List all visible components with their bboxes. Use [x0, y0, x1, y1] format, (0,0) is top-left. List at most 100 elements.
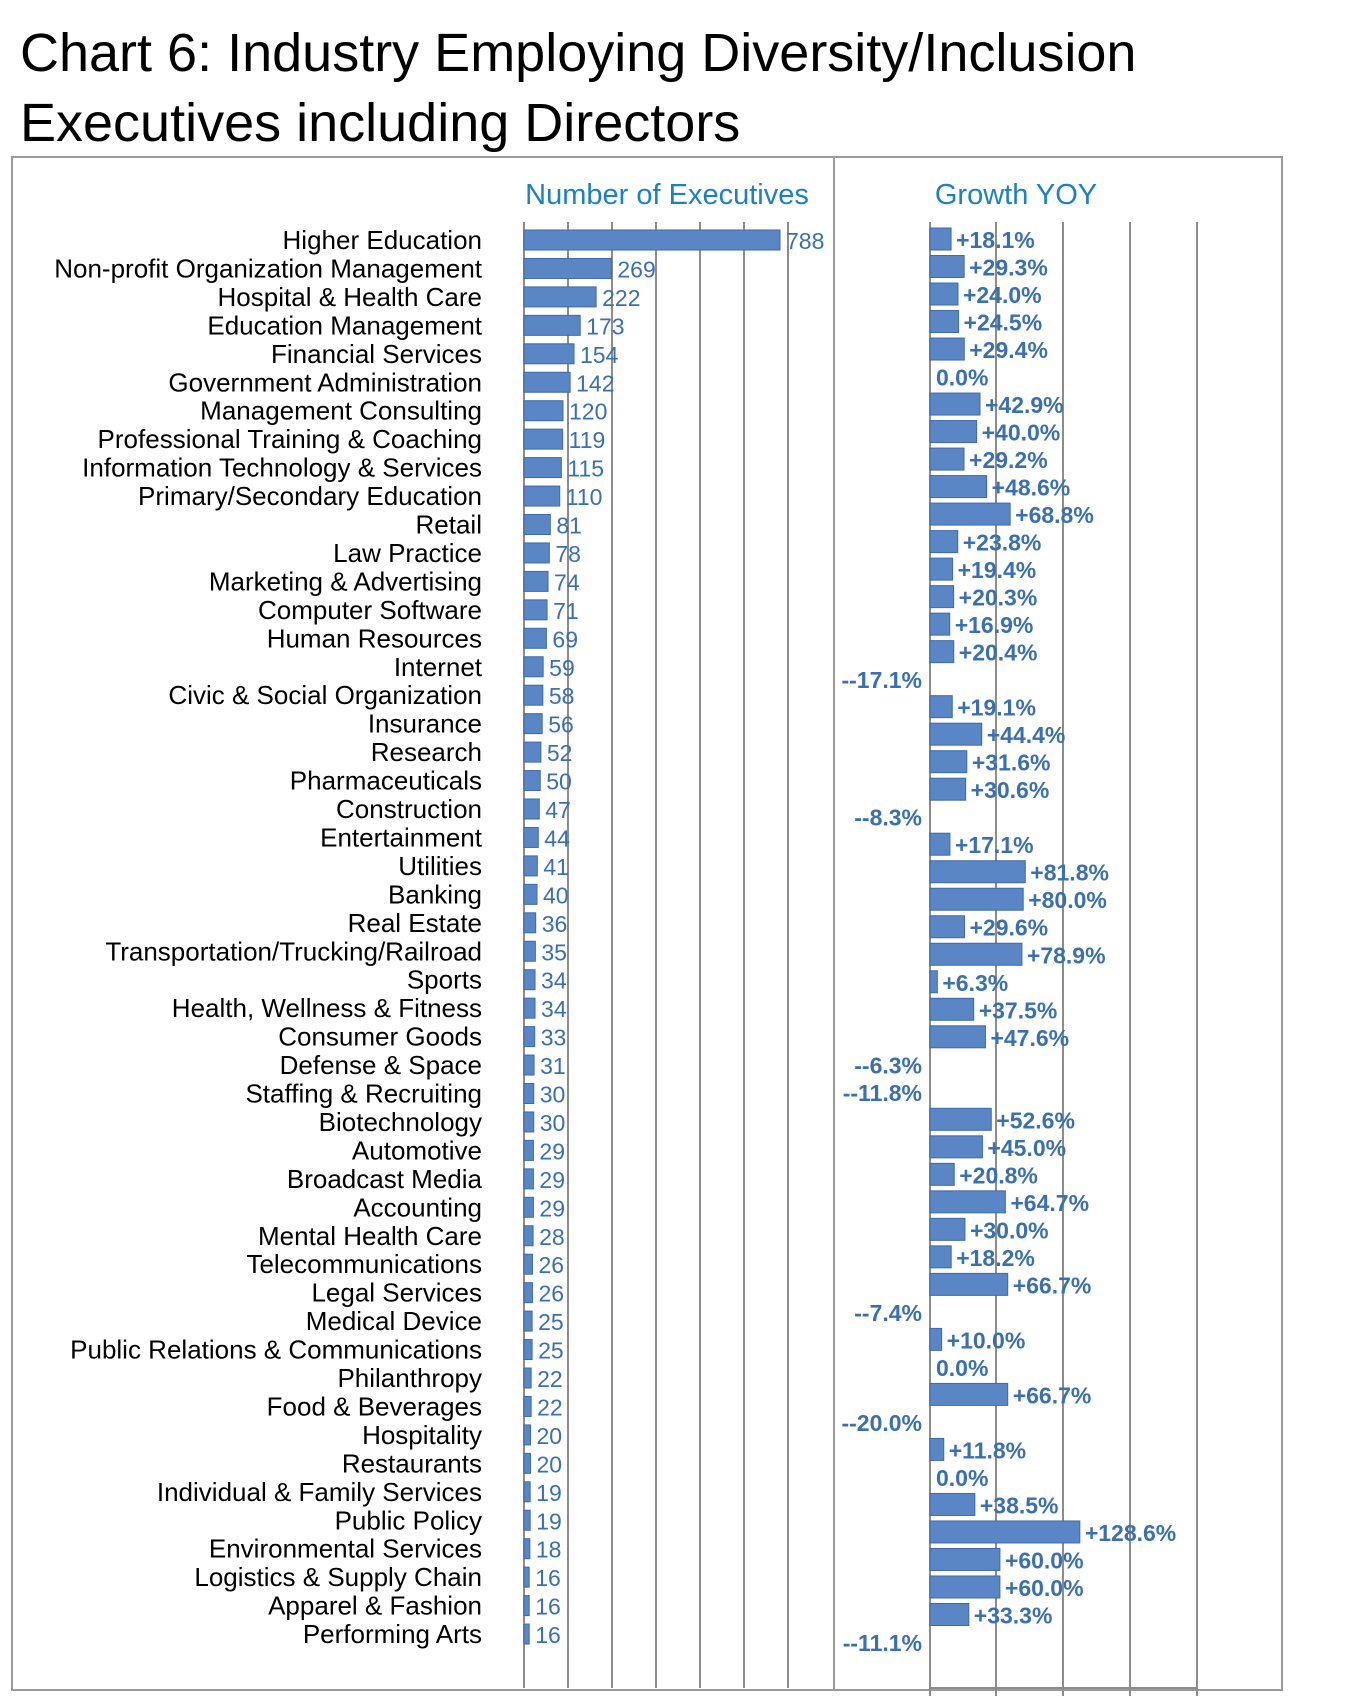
- industry-label: Consumer Goods: [278, 1022, 482, 1052]
- executives-bar: [523, 1054, 535, 1076]
- executives-value-label: 58: [549, 683, 575, 709]
- growth-bars: [929, 227, 1081, 1626]
- industry-label: Utilities: [398, 851, 482, 881]
- growth-bar: [929, 1602, 970, 1626]
- executives-bar: [523, 1595, 530, 1617]
- executives-value-label: 110: [566, 484, 603, 510]
- growth-panel: Growth YOY +18.1%+29.3%+24.0%+24.5%+29.4…: [841, 179, 1198, 1696]
- executives-value-label: 119: [569, 427, 606, 453]
- growth-value-label: +45.0%: [987, 1135, 1066, 1161]
- industry-label: Restaurants: [342, 1448, 482, 1478]
- growth-value-label: +78.9%: [1027, 942, 1106, 968]
- executives-bar: [523, 1566, 530, 1588]
- executives-bar: [523, 1139, 534, 1161]
- growth-value-label: +64.7%: [1010, 1190, 1089, 1216]
- growth-bar: [929, 997, 975, 1021]
- growth-bar: [929, 1547, 1001, 1571]
- industry-label: Law Practice: [333, 538, 482, 568]
- executives-value-label: 16: [535, 1565, 561, 1591]
- executives-value-label: 50: [546, 769, 572, 795]
- executives-bar: [523, 1196, 534, 1218]
- growth-value-label: +17.1%: [955, 832, 1034, 858]
- growth-value-label: +38.5%: [980, 1492, 1059, 1518]
- executives-value-label: 22: [537, 1366, 563, 1392]
- growth-value-label: +30.0%: [970, 1217, 1049, 1243]
- executives-value-label: 269: [617, 256, 655, 282]
- executives-value-label: 44: [544, 825, 570, 851]
- executives-bar: [523, 599, 548, 621]
- growth-bar: [929, 1190, 1006, 1214]
- executives-value-label: 29: [539, 1167, 565, 1193]
- executives-value-label: 22: [537, 1394, 563, 1420]
- growth-value-label: +20.8%: [959, 1162, 1038, 1188]
- industry-label: Accounting: [353, 1192, 482, 1222]
- executives-bars: [523, 229, 781, 1645]
- executives-value-label: 19: [536, 1480, 562, 1506]
- growth-value-label: +44.4%: [987, 722, 1066, 748]
- executives-value-label: 59: [549, 655, 575, 681]
- growth-value-label: +47.6%: [990, 1025, 1069, 1051]
- growth-bar: [929, 255, 965, 279]
- industry-label: Marketing & Advertising: [209, 566, 482, 596]
- industry-label: Professional Training & Coaching: [98, 424, 482, 454]
- growth-value-label: +29.2%: [969, 447, 1048, 473]
- executives-value-label: 28: [539, 1224, 565, 1250]
- growth-value-label: 0.0%: [936, 1355, 988, 1381]
- growth-value-label: +20.3%: [959, 585, 1038, 611]
- executives-bar: [523, 770, 541, 792]
- industry-label: Real Estate: [348, 908, 482, 938]
- executives-value-label: 34: [541, 968, 567, 994]
- growth-value-label: --17.1%: [841, 667, 922, 693]
- growth-bar: [929, 915, 965, 939]
- executives-value-label: 19: [536, 1508, 562, 1534]
- growth-bar: [929, 282, 959, 306]
- industry-label: Management Consulting: [200, 396, 482, 426]
- growth-value-label: +60.0%: [1005, 1547, 1084, 1573]
- growth-bar: [929, 337, 965, 361]
- growth-bar: [929, 640, 955, 664]
- growth-value-label: +66.7%: [1013, 1382, 1092, 1408]
- growth-bar: [929, 777, 967, 801]
- executives-bar: [523, 826, 539, 848]
- growth-value-label: +33.3%: [974, 1602, 1053, 1628]
- growth-bar: [929, 1025, 986, 1049]
- industry-label: Public Relations & Communications: [70, 1335, 482, 1365]
- executives-value-label: 78: [555, 541, 581, 567]
- growth-value-label: +80.0%: [1028, 887, 1107, 913]
- industry-label: Financial Services: [271, 339, 482, 369]
- executives-value-label: 115: [567, 456, 604, 482]
- growth-bar: [929, 832, 951, 856]
- growth-bar: [929, 1520, 1081, 1544]
- chart-title-line-1: Chart 6: Industry Employing Diversity/In…: [20, 23, 1137, 83]
- executives-value-label: 25: [538, 1309, 564, 1335]
- executives-value-label: 18: [536, 1537, 562, 1563]
- executives-bar: [523, 1225, 534, 1247]
- executives-value-label: 173: [586, 313, 624, 339]
- industry-label: Public Policy: [335, 1505, 482, 1535]
- growth-value-label: +66.7%: [1013, 1272, 1092, 1298]
- industry-label: Computer Software: [258, 595, 482, 625]
- executives-value-label: 81: [556, 513, 582, 539]
- growth-bar: [929, 475, 988, 499]
- executives-bar: [523, 969, 536, 991]
- growth-value-label: +29.3%: [969, 255, 1048, 281]
- growth-value-label: +29.4%: [969, 337, 1048, 363]
- growth-value-label: --7.4%: [854, 1300, 922, 1326]
- executives-bar: [523, 741, 542, 763]
- growth-bar: [929, 750, 968, 774]
- growth-value-label: 0.0%: [936, 1465, 988, 1491]
- industry-label: Sports: [407, 965, 482, 995]
- executives-value-label: 35: [541, 939, 567, 965]
- executives-bar: [523, 627, 547, 649]
- growth-bar: [929, 227, 952, 251]
- growth-value-label: 0.0%: [936, 365, 988, 391]
- executives-value-label: 36: [542, 911, 568, 937]
- industry-label: Defense & Space: [280, 1050, 482, 1080]
- industry-label: Individual & Family Services: [157, 1477, 482, 1507]
- growth-bar: [929, 1162, 955, 1186]
- executives-bar: [523, 1623, 530, 1645]
- executives-bar: [523, 1282, 533, 1304]
- growth-value-label: +68.8%: [1015, 502, 1094, 528]
- growth-bar: [929, 1492, 976, 1516]
